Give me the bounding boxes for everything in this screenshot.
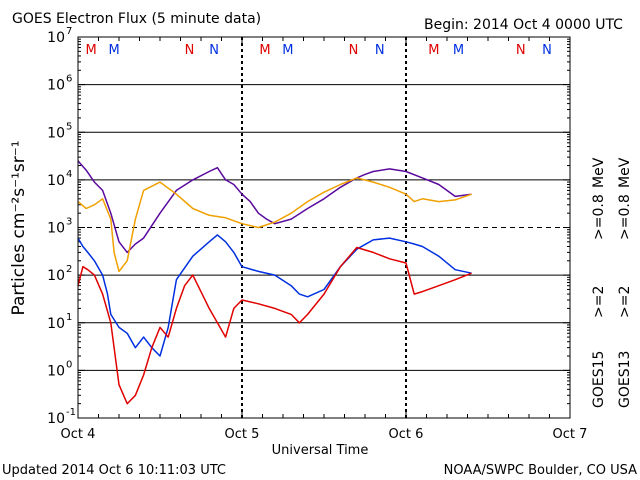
y-tick-label: 10 bbox=[47, 78, 65, 94]
y-tick-label: 10 bbox=[47, 30, 65, 46]
marker-n: N bbox=[375, 43, 385, 58]
x-axis-title: Universal Time bbox=[272, 443, 369, 458]
y-axis-title: Particles cm⁻²s⁻¹sr⁻¹ bbox=[9, 140, 29, 315]
y-tick-label: 10 bbox=[47, 316, 65, 332]
marker-m: M bbox=[259, 43, 270, 58]
x-tick-label: Oct 5 bbox=[225, 427, 260, 442]
marker-n: N bbox=[185, 43, 195, 58]
series-line-goes15_08 bbox=[77, 160, 472, 254]
legend-goes15-2: >=2 bbox=[591, 286, 607, 318]
y-tick-exponent: 4 bbox=[66, 169, 72, 180]
marker-m: M bbox=[86, 43, 97, 58]
plot-frame bbox=[77, 36, 571, 419]
legend-goes13-08: >=0.8 bbox=[617, 194, 633, 240]
chart-title: GOES Electron Flux (5 minute data) bbox=[12, 11, 261, 27]
legend-goes13-2: >=2 bbox=[617, 286, 633, 318]
marker-n: N bbox=[516, 43, 526, 58]
legend: GOES15 >=2 >=0.8 MeV GOES13 >=2 >=0.8 Me… bbox=[591, 157, 633, 408]
data-series bbox=[77, 160, 472, 405]
y-tick-label: 10 bbox=[47, 411, 65, 427]
y-tick-exponent: 1 bbox=[66, 312, 72, 323]
credit-text: NOAA/SWPC Boulder, CO USA bbox=[444, 463, 637, 478]
x-tick-label: Oct 7 bbox=[553, 427, 588, 442]
y-tick-label: 10 bbox=[47, 125, 65, 141]
plot-grid bbox=[78, 37, 570, 418]
x-tick-label: Oct 4 bbox=[61, 427, 96, 442]
marker-n: N bbox=[542, 43, 552, 58]
updated-time: Updated 2014 Oct 6 10:11:03 UTC bbox=[2, 463, 226, 478]
y-tick-label: 10 bbox=[47, 221, 65, 237]
legend-goes13-label: GOES13 bbox=[617, 351, 633, 408]
y-tick-exponent: -1 bbox=[66, 407, 76, 418]
x-tick-label: Oct 6 bbox=[389, 427, 424, 442]
y-tick-exponent: 6 bbox=[66, 74, 72, 85]
y-tick-exponent: 5 bbox=[66, 121, 72, 132]
marker-m: M bbox=[282, 43, 293, 58]
y-tick-label: 10 bbox=[47, 363, 65, 379]
series-line-goes13_2 bbox=[77, 246, 472, 405]
marker-m: M bbox=[428, 43, 439, 58]
begin-time: Begin: 2014 Oct 4 0000 UTC bbox=[424, 17, 623, 33]
x-axis-ticks: Oct 4 Oct 5 Oct 6 Oct 7 bbox=[61, 37, 588, 442]
legend-unit-2: MeV bbox=[617, 157, 633, 188]
marker-m: M bbox=[453, 43, 464, 58]
marker-n: N bbox=[209, 43, 219, 58]
legend-unit-1: MeV bbox=[591, 157, 607, 188]
y-tick-exponent: 3 bbox=[66, 217, 72, 228]
y-tick-exponent: 7 bbox=[66, 26, 72, 37]
series-line-goes15_2 bbox=[77, 234, 472, 357]
y-tick-exponent: 2 bbox=[66, 264, 72, 275]
y-tick-exponent: 0 bbox=[66, 359, 72, 370]
marker-m: M bbox=[108, 43, 119, 58]
y-tick-label: 10 bbox=[47, 173, 65, 189]
legend-goes15-label: GOES15 bbox=[591, 351, 607, 408]
marker-n: N bbox=[349, 43, 359, 58]
y-tick-label: 10 bbox=[47, 268, 65, 284]
legend-goes15-08: >=0.8 bbox=[591, 194, 607, 240]
series-line-goes13_08 bbox=[77, 177, 472, 273]
